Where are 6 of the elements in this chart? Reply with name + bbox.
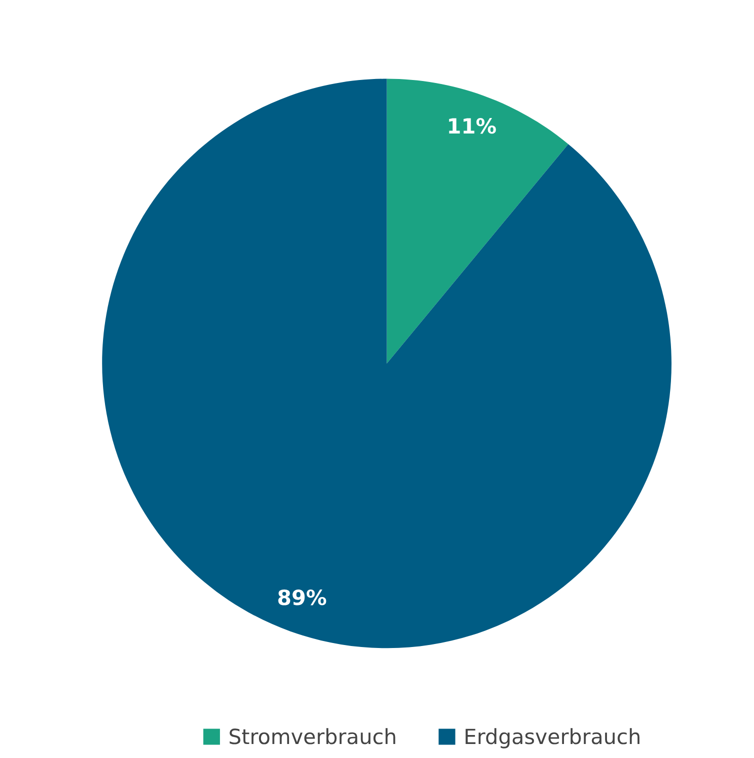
data-label: 11%: [449, 118, 496, 134]
data-label: 89%: [278, 589, 326, 606]
legend-label: Erdgasverbrauch: [466, 728, 640, 748]
legend-label: Stromverbrauch: [230, 728, 396, 744]
pie-slice: [102, 78, 672, 648]
pie-slice: [386, 78, 568, 364]
